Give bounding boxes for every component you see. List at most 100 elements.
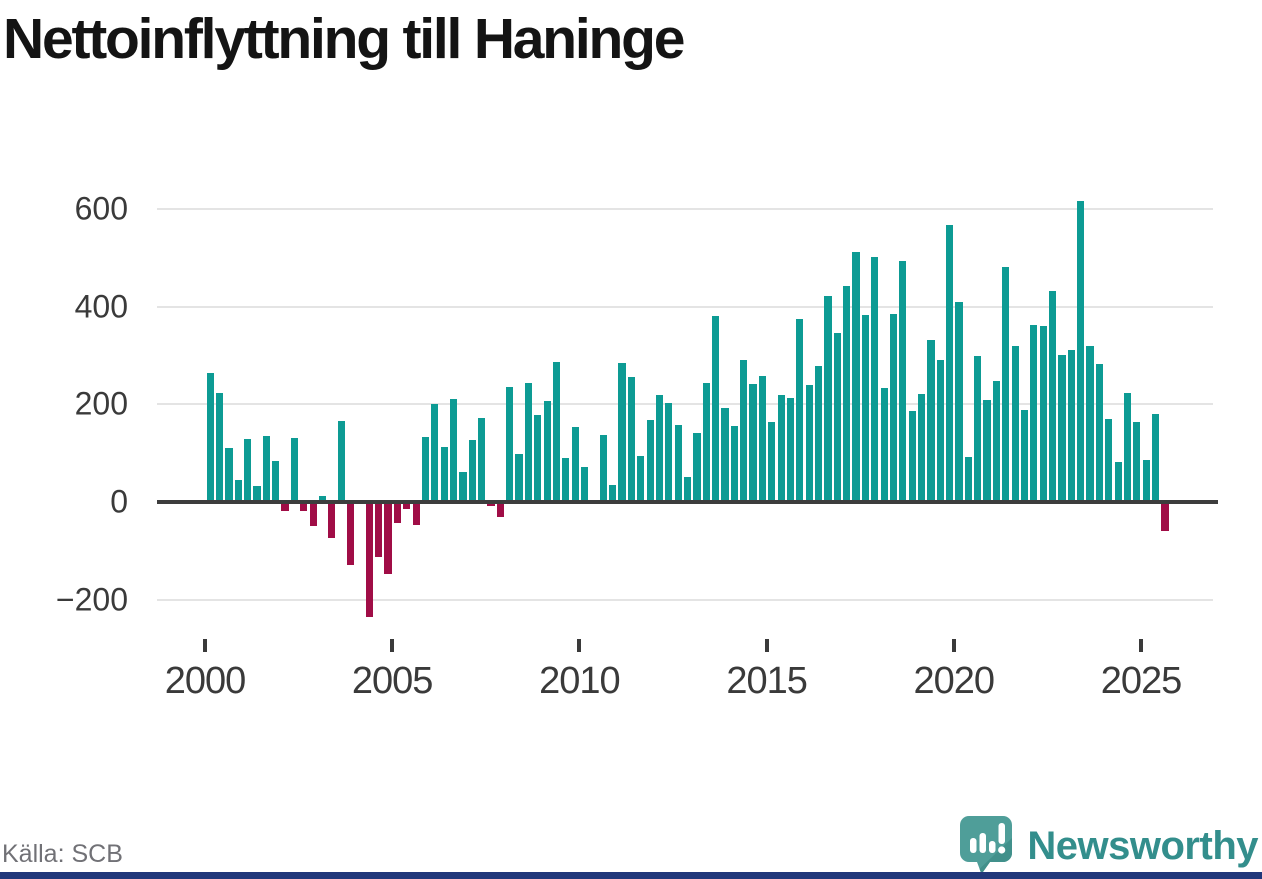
bar (974, 355, 982, 502)
x-axis-tick-label: 2010 (539, 660, 621, 702)
bar (478, 418, 486, 502)
newsworthy-wordmark: Newsworthy (1027, 824, 1258, 868)
x-axis-tick (577, 639, 582, 652)
bar (534, 414, 542, 502)
bar (824, 295, 832, 502)
bar (674, 424, 682, 502)
bar (1095, 363, 1103, 502)
bar (1133, 421, 1141, 502)
y-axis-tick-label: 600 (74, 190, 128, 227)
bar (702, 382, 710, 502)
bar (403, 502, 411, 509)
bar (506, 386, 514, 502)
bar (927, 340, 935, 502)
bar (449, 398, 458, 502)
y-axis-tick-label: −200 (55, 581, 128, 618)
bar (861, 315, 869, 502)
x-axis-tick-label: 2025 (1100, 660, 1183, 702)
bar (552, 361, 561, 502)
bar (749, 383, 757, 502)
bar (637, 456, 645, 502)
bar (665, 402, 673, 502)
page-title: Nettoinflyttning till Haninge (3, 7, 685, 71)
bar (786, 398, 795, 502)
bar (946, 224, 954, 502)
bar (365, 502, 373, 618)
bar (683, 477, 692, 502)
y-axis-tick-label: 200 (74, 385, 128, 422)
bar (1011, 346, 1019, 502)
bar (562, 458, 570, 502)
bar (1151, 414, 1160, 502)
bar (347, 502, 355, 566)
bar (646, 419, 654, 502)
bar (318, 496, 327, 502)
x-axis-tick (1139, 639, 1143, 652)
bar (300, 502, 308, 511)
bar (281, 502, 289, 511)
bar (215, 392, 224, 502)
bar (412, 502, 420, 526)
newsworthy-logo: Newsworthy (959, 815, 1258, 877)
bar (1058, 355, 1066, 502)
gridline-y--200 (157, 598, 1213, 601)
bar (1067, 350, 1075, 502)
bar (515, 453, 523, 502)
bar (272, 460, 280, 502)
bar (1114, 462, 1122, 502)
bar (384, 502, 392, 574)
bar (768, 422, 776, 502)
bottom-accent-bar (0, 872, 1262, 879)
bar (796, 319, 804, 502)
bar (1077, 201, 1085, 502)
bar (852, 252, 860, 502)
bar (955, 301, 963, 502)
bar (1105, 418, 1113, 502)
bar (206, 372, 214, 502)
bar (440, 446, 448, 502)
bar (730, 426, 738, 502)
bar (712, 316, 720, 502)
bar (992, 380, 1001, 502)
bar (693, 433, 701, 502)
x-axis-tick-label: 2005 (351, 660, 434, 702)
bar (889, 314, 898, 502)
bar (805, 384, 813, 502)
bar (309, 502, 317, 527)
bar (721, 408, 729, 502)
x-axis-tick (390, 639, 395, 652)
bar (1049, 291, 1057, 502)
bar (225, 448, 233, 502)
bar (262, 436, 270, 502)
bar (244, 438, 252, 502)
bar (1030, 325, 1038, 502)
gridline-y-600 (157, 208, 1213, 210)
bar (1161, 502, 1169, 531)
bar (337, 421, 345, 502)
bar (375, 502, 383, 558)
bar (983, 400, 991, 502)
bar (290, 438, 299, 502)
bar (468, 439, 476, 502)
newsworthy-bubble-icon (960, 816, 1013, 874)
bar (431, 403, 439, 502)
bar (917, 393, 926, 502)
bar (1039, 326, 1047, 502)
bar (1086, 346, 1094, 502)
bar (740, 359, 748, 502)
bar (871, 257, 879, 502)
bar (1020, 410, 1029, 502)
bar (1142, 460, 1150, 502)
bar (627, 376, 635, 502)
bar (777, 394, 785, 502)
bar (581, 466, 589, 502)
bar (843, 286, 851, 502)
bar (421, 437, 430, 502)
x-axis-tick (951, 639, 956, 652)
bar (964, 456, 972, 502)
x-axis-line (157, 500, 1218, 504)
x-axis-tick-label: 2000 (164, 660, 247, 702)
bar (524, 382, 533, 502)
bar (253, 485, 261, 502)
